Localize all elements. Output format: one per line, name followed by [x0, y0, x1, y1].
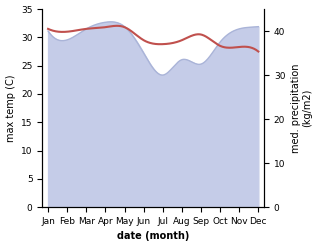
X-axis label: date (month): date (month) [117, 231, 190, 242]
Y-axis label: med. precipitation
(kg/m2): med. precipitation (kg/m2) [291, 63, 313, 153]
Y-axis label: max temp (C): max temp (C) [5, 74, 16, 142]
